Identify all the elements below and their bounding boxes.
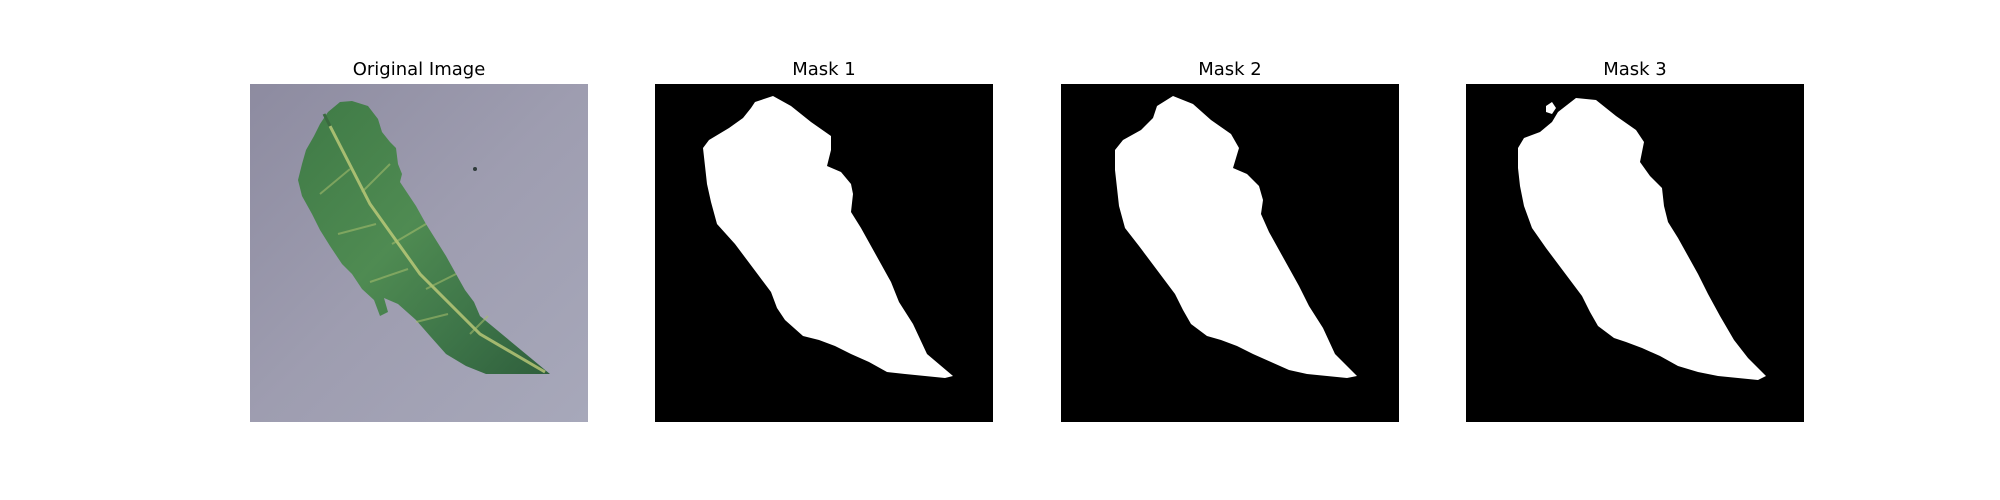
leaf-midrib — [328, 125, 546, 374]
panel-original: Original Image — [250, 55, 588, 422]
panel-mask-3: Mask 3 — [1466, 55, 1804, 422]
leaf-veins — [319, 163, 489, 335]
mask-speck — [1546, 102, 1556, 114]
leaf-shape — [298, 101, 550, 374]
mask-region — [1518, 98, 1766, 380]
panel-title: Mask 2 — [1198, 59, 1262, 80]
mask-2-image — [1061, 84, 1399, 422]
mask-3-image — [1466, 84, 1804, 422]
panel-title: Mask 3 — [1603, 59, 1667, 80]
leaf-stem — [322, 113, 332, 127]
speck — [473, 167, 477, 171]
panel-title: Mask 1 — [792, 59, 856, 80]
mask-1-image — [655, 84, 993, 422]
leaf-photo — [250, 84, 588, 422]
mask-region — [1115, 96, 1357, 378]
mask-region — [703, 96, 953, 378]
panel-mask-2: Mask 2 — [1061, 55, 1399, 422]
panel-title: Original Image — [352, 59, 486, 80]
panel-mask-1: Mask 1 — [655, 55, 993, 422]
